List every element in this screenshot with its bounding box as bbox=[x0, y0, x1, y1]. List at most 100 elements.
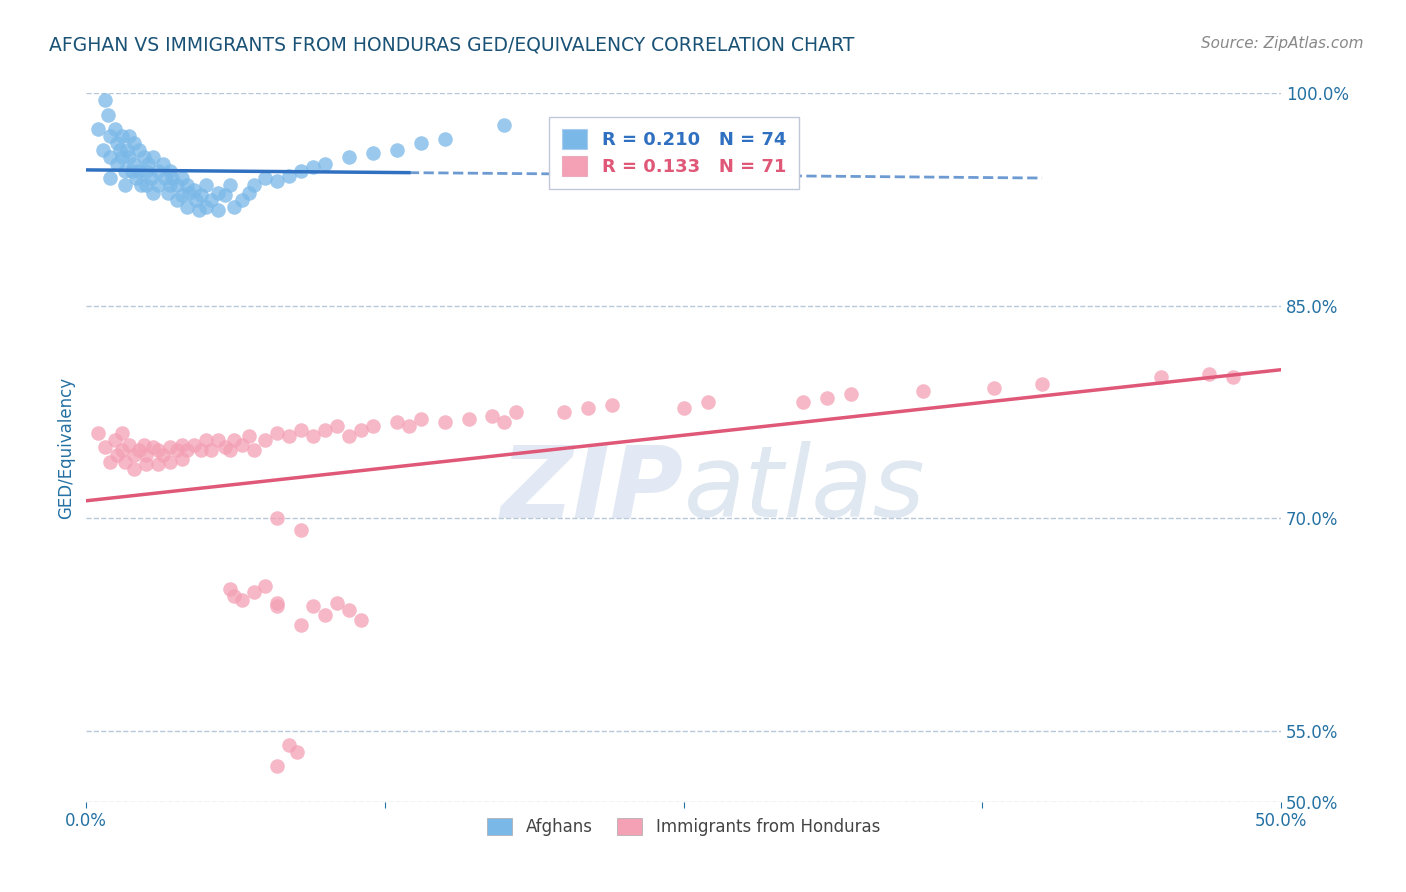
Point bbox=[1150, 369, 1173, 384]
Point bbox=[122, 448, 145, 462]
Point bbox=[361, 145, 384, 160]
Point bbox=[238, 429, 260, 443]
Point bbox=[122, 461, 145, 475]
Point bbox=[118, 128, 141, 143]
Point bbox=[105, 136, 128, 150]
Point bbox=[494, 415, 516, 429]
Point bbox=[200, 443, 222, 458]
Point bbox=[218, 582, 240, 596]
Text: ZIP: ZIP bbox=[501, 442, 683, 539]
Point bbox=[159, 178, 181, 193]
Point bbox=[266, 174, 288, 188]
Point bbox=[118, 437, 141, 451]
Point bbox=[238, 186, 260, 200]
Point bbox=[278, 429, 301, 443]
Point bbox=[792, 395, 814, 409]
Point bbox=[553, 405, 575, 419]
Point bbox=[385, 143, 408, 157]
Point bbox=[457, 412, 479, 426]
Point bbox=[114, 164, 136, 178]
Point bbox=[266, 596, 288, 610]
Point bbox=[409, 136, 432, 150]
Point bbox=[176, 200, 198, 214]
Point bbox=[166, 193, 188, 207]
Point bbox=[138, 157, 160, 171]
Point bbox=[242, 178, 264, 193]
Point bbox=[231, 437, 253, 451]
Point bbox=[326, 419, 349, 434]
Point bbox=[122, 157, 145, 171]
Point bbox=[911, 384, 934, 398]
Point bbox=[132, 150, 155, 164]
Point bbox=[254, 171, 277, 186]
Point bbox=[290, 617, 312, 632]
Point bbox=[94, 441, 117, 455]
Point bbox=[183, 183, 205, 197]
Point bbox=[696, 395, 718, 409]
Point bbox=[176, 443, 198, 458]
Point bbox=[672, 401, 695, 415]
Point bbox=[142, 186, 165, 200]
Point bbox=[314, 607, 336, 622]
Point bbox=[266, 511, 288, 525]
Point bbox=[207, 202, 229, 217]
Point bbox=[494, 118, 516, 132]
Point bbox=[433, 415, 456, 429]
Point bbox=[326, 596, 349, 610]
Point bbox=[200, 193, 222, 207]
Point bbox=[111, 443, 134, 458]
Point bbox=[361, 419, 384, 434]
Point bbox=[290, 523, 312, 537]
Point bbox=[337, 429, 360, 443]
Point bbox=[122, 136, 145, 150]
Point bbox=[87, 426, 110, 441]
Point bbox=[409, 412, 432, 426]
Point bbox=[111, 426, 134, 441]
Point bbox=[135, 458, 157, 472]
Point bbox=[1222, 369, 1244, 384]
Point bbox=[224, 589, 246, 603]
Legend: Afghans, Immigrants from Honduras: Afghans, Immigrants from Honduras bbox=[481, 812, 887, 843]
Point bbox=[176, 178, 198, 193]
Point bbox=[505, 405, 527, 419]
Point bbox=[266, 599, 288, 613]
Point bbox=[166, 443, 188, 458]
Point bbox=[132, 437, 155, 451]
Point bbox=[152, 448, 174, 462]
Point bbox=[153, 171, 176, 186]
Point bbox=[266, 759, 288, 773]
Point bbox=[398, 419, 420, 434]
Point bbox=[815, 391, 838, 405]
Point bbox=[87, 121, 110, 136]
Point bbox=[159, 164, 181, 178]
Point bbox=[128, 443, 150, 458]
Point bbox=[231, 593, 253, 607]
Point bbox=[600, 398, 623, 412]
Point bbox=[254, 434, 277, 448]
Point bbox=[314, 424, 336, 438]
Point bbox=[194, 434, 217, 448]
Point bbox=[121, 164, 143, 178]
Point bbox=[433, 131, 456, 145]
Point bbox=[146, 458, 169, 472]
Point bbox=[350, 424, 373, 438]
Point bbox=[337, 150, 360, 164]
Point bbox=[166, 178, 188, 193]
Point bbox=[156, 186, 179, 200]
Point bbox=[135, 448, 157, 462]
Point bbox=[186, 193, 208, 207]
Point bbox=[94, 94, 117, 108]
Point bbox=[170, 171, 193, 186]
Point bbox=[98, 171, 121, 186]
Point bbox=[224, 200, 246, 214]
Point bbox=[207, 186, 229, 200]
Point bbox=[266, 426, 288, 441]
Point bbox=[385, 415, 408, 429]
Point bbox=[111, 128, 134, 143]
Point bbox=[152, 157, 174, 171]
Point bbox=[159, 441, 181, 455]
Point bbox=[146, 443, 169, 458]
Point bbox=[115, 143, 138, 157]
Point bbox=[98, 150, 121, 164]
Point bbox=[128, 143, 150, 157]
